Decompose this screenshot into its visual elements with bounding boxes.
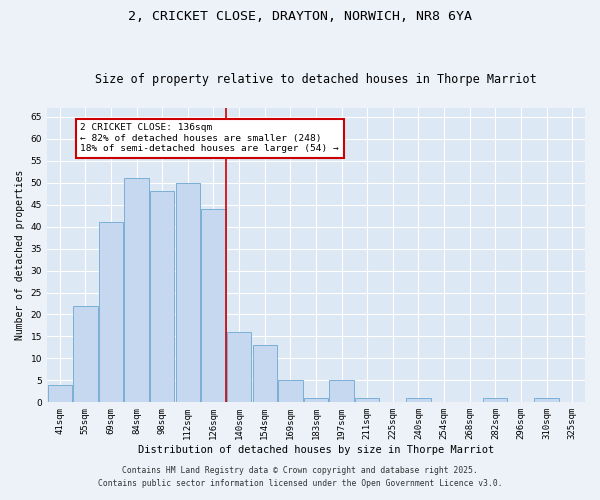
Bar <box>535 398 559 402</box>
Bar <box>47 385 72 402</box>
X-axis label: Distribution of detached houses by size in Thorpe Marriot: Distribution of detached houses by size … <box>138 445 494 455</box>
Text: Contains HM Land Registry data © Crown copyright and database right 2025.
Contai: Contains HM Land Registry data © Crown c… <box>98 466 502 487</box>
Bar <box>150 192 175 402</box>
Bar <box>124 178 149 402</box>
Bar <box>329 380 354 402</box>
Text: 2, CRICKET CLOSE, DRAYTON, NORWICH, NR8 6YA: 2, CRICKET CLOSE, DRAYTON, NORWICH, NR8 … <box>128 10 472 23</box>
Bar <box>304 398 328 402</box>
Bar <box>73 306 98 402</box>
Bar <box>227 332 251 402</box>
Text: 2 CRICKET CLOSE: 136sqm
← 82% of detached houses are smaller (248)
18% of semi-d: 2 CRICKET CLOSE: 136sqm ← 82% of detache… <box>80 124 339 153</box>
Bar <box>355 398 379 402</box>
Title: Size of property relative to detached houses in Thorpe Marriot: Size of property relative to detached ho… <box>95 73 537 86</box>
Bar <box>253 345 277 403</box>
Y-axis label: Number of detached properties: Number of detached properties <box>15 170 25 340</box>
Bar <box>99 222 123 402</box>
Bar <box>483 398 508 402</box>
Bar <box>278 380 302 402</box>
Bar <box>176 182 200 402</box>
Bar <box>201 209 226 402</box>
Bar <box>406 398 431 402</box>
